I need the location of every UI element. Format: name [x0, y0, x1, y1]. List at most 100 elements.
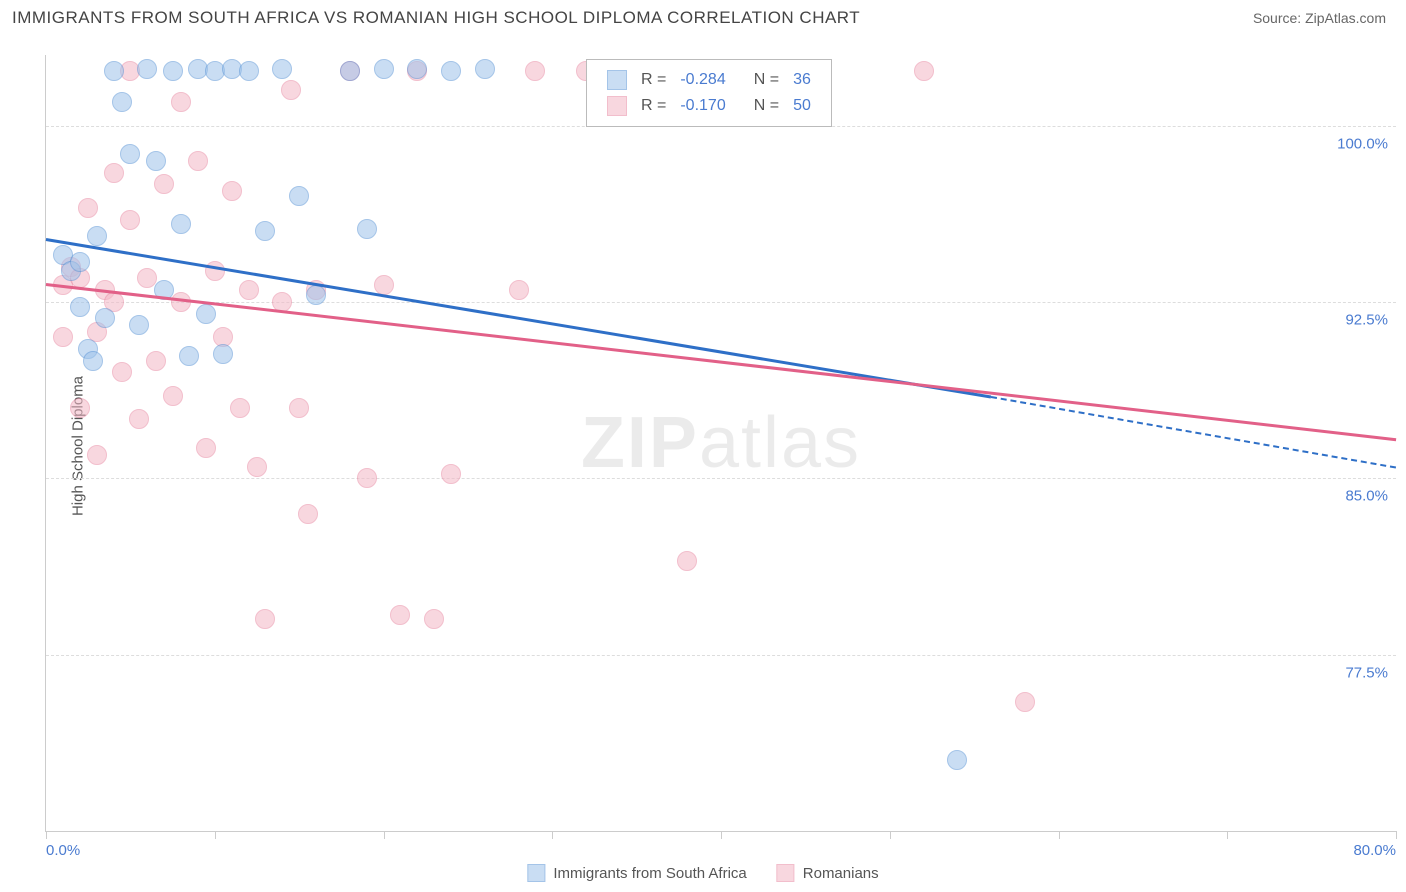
data-point-ro	[104, 163, 124, 183]
data-point-ro	[163, 386, 183, 406]
x-min-label: 0.0%	[46, 842, 80, 859]
x-tick	[552, 831, 553, 839]
data-point-ro	[1015, 692, 1035, 712]
chart-plot-area: ZIPatlas 100.0%92.5%85.0%77.5%0.0%80.0%R…	[45, 55, 1396, 832]
data-point-ro	[78, 198, 98, 218]
data-point-ro	[441, 464, 461, 484]
x-tick	[384, 831, 385, 839]
x-tick	[46, 831, 47, 839]
data-point-ro	[424, 609, 444, 629]
data-point-ro	[239, 280, 259, 300]
data-point-ro	[154, 174, 174, 194]
legend-label-ro: Romanians	[803, 865, 879, 882]
data-point-sa	[289, 186, 309, 206]
stat-r-value-sa: -0.284	[674, 68, 731, 92]
data-point-sa	[95, 308, 115, 328]
data-point-sa	[357, 219, 377, 239]
legend-swatch-ro	[607, 96, 627, 116]
data-point-ro	[171, 92, 191, 112]
data-point-sa	[171, 214, 191, 234]
data-point-sa	[70, 252, 90, 272]
data-point-ro	[677, 551, 697, 571]
gridline	[46, 655, 1396, 656]
data-point-sa	[129, 315, 149, 335]
data-point-ro	[289, 398, 309, 418]
data-point-sa	[146, 151, 166, 171]
legend-swatch-ro	[777, 864, 795, 882]
data-point-sa	[112, 92, 132, 112]
data-point-sa	[196, 304, 216, 324]
legend-swatch-sa	[527, 864, 545, 882]
data-point-ro	[53, 327, 73, 347]
legend-label-sa: Immigrants from South Africa	[553, 865, 746, 882]
stat-r-value-ro: -0.170	[674, 94, 731, 118]
data-point-ro	[255, 609, 275, 629]
data-point-ro	[129, 409, 149, 429]
bottom-legend: Immigrants from South Africa Romanians	[527, 864, 878, 882]
x-tick	[1227, 831, 1228, 839]
data-point-ro	[390, 605, 410, 625]
data-point-ro	[222, 181, 242, 201]
data-point-sa	[306, 285, 326, 305]
data-point-sa	[407, 59, 427, 79]
data-point-sa	[179, 346, 199, 366]
data-point-sa	[272, 59, 292, 79]
data-point-sa	[947, 750, 967, 770]
data-point-ro	[525, 61, 545, 81]
data-point-sa	[87, 226, 107, 246]
data-point-sa	[70, 297, 90, 317]
data-point-ro	[188, 151, 208, 171]
data-point-ro	[146, 351, 166, 371]
stat-n-label: N =	[748, 94, 785, 118]
data-point-ro	[281, 80, 301, 100]
data-point-ro	[509, 280, 529, 300]
data-point-ro	[230, 398, 250, 418]
data-point-ro	[112, 362, 132, 382]
watermark: ZIPatlas	[581, 402, 861, 484]
gridline	[46, 302, 1396, 303]
legend-swatch-sa	[607, 70, 627, 90]
stat-n-value-sa: 36	[787, 68, 817, 92]
gridline	[46, 478, 1396, 479]
legend-item-ro: Romanians	[777, 864, 879, 882]
data-point-sa	[340, 61, 360, 81]
x-tick	[1396, 831, 1397, 839]
stat-n-label: N =	[748, 68, 785, 92]
y-tick-label: 85.0%	[1345, 488, 1388, 505]
data-point-sa	[374, 59, 394, 79]
data-point-ro	[298, 504, 318, 524]
data-point-sa	[163, 61, 183, 81]
chart-title: IMMIGRANTS FROM SOUTH AFRICA VS ROMANIAN…	[12, 8, 860, 28]
stat-r-label: R =	[635, 94, 672, 118]
x-tick	[1059, 831, 1060, 839]
data-point-ro	[120, 210, 140, 230]
data-point-sa	[239, 61, 259, 81]
x-tick	[890, 831, 891, 839]
y-tick-label: 92.5%	[1345, 311, 1388, 328]
stat-n-value-ro: 50	[787, 94, 817, 118]
stat-r-label: R =	[635, 68, 672, 92]
x-tick	[721, 831, 722, 839]
data-point-sa	[83, 351, 103, 371]
x-max-label: 80.0%	[1353, 842, 1396, 859]
data-point-ro	[247, 457, 267, 477]
data-point-sa	[255, 221, 275, 241]
data-point-sa	[120, 144, 140, 164]
trend-line	[46, 283, 1396, 441]
y-tick-label: 100.0%	[1337, 135, 1388, 152]
y-tick-label: 77.5%	[1345, 664, 1388, 681]
data-point-ro	[196, 438, 216, 458]
source-label: Source: ZipAtlas.com	[1253, 10, 1386, 26]
legend-item-sa: Immigrants from South Africa	[527, 864, 746, 882]
x-tick	[215, 831, 216, 839]
data-point-ro	[914, 61, 934, 81]
data-point-sa	[213, 344, 233, 364]
stats-box: R =-0.284 N =36 R =-0.170 N =50	[586, 59, 832, 127]
data-point-sa	[441, 61, 461, 81]
data-point-sa	[475, 59, 495, 79]
data-point-ro	[357, 468, 377, 488]
data-point-ro	[87, 445, 107, 465]
data-point-sa	[137, 59, 157, 79]
data-point-sa	[104, 61, 124, 81]
data-point-ro	[70, 398, 90, 418]
